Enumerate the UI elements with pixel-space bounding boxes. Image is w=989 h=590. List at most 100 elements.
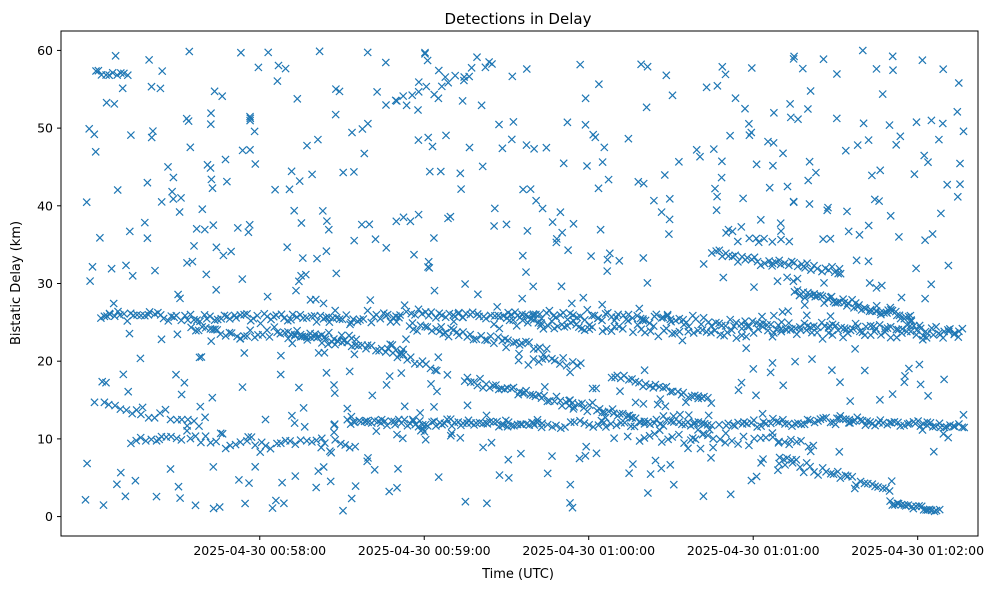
data-point	[206, 109, 216, 118]
data-point	[781, 460, 790, 469]
data-point	[640, 419, 649, 428]
data-point	[518, 251, 527, 260]
data-point	[431, 366, 440, 375]
data-point	[126, 439, 135, 448]
data-point	[177, 316, 186, 325]
data-point	[240, 348, 249, 358]
data-point	[752, 160, 761, 169]
data-point	[330, 389, 339, 398]
data-point	[920, 151, 929, 160]
data-point	[828, 330, 837, 339]
data-point	[665, 215, 674, 224]
data-point	[249, 314, 258, 323]
data-point	[238, 383, 247, 392]
data-point	[585, 420, 594, 429]
data-point	[826, 234, 835, 243]
data-point	[509, 338, 518, 347]
data-point	[430, 286, 439, 295]
data-point	[489, 320, 499, 329]
y-tick-label: 50	[37, 121, 53, 136]
data-point	[925, 505, 934, 514]
data-point	[930, 507, 939, 516]
data-point	[577, 399, 587, 408]
data-point	[785, 440, 794, 449]
data-point	[191, 326, 200, 335]
data-point	[778, 307, 787, 317]
data-point	[315, 47, 324, 56]
data-point	[860, 479, 869, 488]
data-point	[251, 159, 260, 169]
data-point	[749, 416, 758, 425]
data-point	[661, 402, 670, 411]
data-point	[312, 483, 321, 492]
data-point	[915, 321, 924, 330]
data-point	[754, 325, 763, 334]
data-point	[206, 120, 215, 129]
data-point	[826, 418, 835, 427]
data-point	[291, 286, 301, 295]
data-point	[763, 326, 772, 335]
data-point	[398, 434, 407, 443]
data-point	[294, 277, 303, 286]
data-point	[254, 63, 263, 72]
data-point	[351, 442, 360, 451]
data-point	[440, 419, 449, 428]
data-point	[173, 330, 182, 339]
data-point	[823, 206, 832, 215]
data-point	[598, 408, 607, 417]
data-point	[312, 317, 321, 326]
data-point	[521, 337, 530, 346]
data-point	[650, 429, 659, 438]
data-point	[279, 499, 288, 508]
data-point	[432, 366, 441, 375]
data-point	[302, 141, 312, 150]
data-point	[331, 110, 340, 119]
data-point	[183, 421, 192, 430]
data-point	[612, 421, 621, 430]
data-point	[122, 406, 131, 415]
data-point	[116, 68, 125, 78]
data-point	[111, 401, 120, 410]
data-point	[99, 501, 108, 510]
data-point	[414, 305, 423, 314]
data-point	[202, 270, 211, 279]
x-tick-label: 2025-04-30 01:00:00	[522, 543, 655, 558]
data-point	[81, 495, 90, 504]
data-point	[400, 301, 409, 310]
data-point	[598, 158, 607, 167]
data-point	[238, 146, 247, 155]
data-point	[758, 322, 767, 331]
data-point	[623, 432, 632, 441]
data-point	[665, 194, 674, 203]
data-point	[423, 262, 433, 272]
data-point	[278, 478, 287, 487]
data-point	[939, 429, 948, 438]
data-point	[785, 237, 794, 246]
data-point	[397, 369, 406, 378]
data-point	[421, 322, 430, 331]
data-point	[576, 359, 585, 368]
data-point	[530, 420, 539, 430]
data-point	[451, 71, 460, 80]
data-point	[843, 329, 852, 338]
data-point	[294, 383, 303, 392]
data-point	[444, 332, 453, 341]
data-point	[322, 217, 331, 226]
data-point	[446, 431, 455, 440]
data-point	[393, 353, 402, 362]
data-point	[739, 432, 748, 441]
data-point	[835, 447, 844, 456]
data-point	[929, 330, 938, 339]
data-point	[192, 224, 201, 233]
data-point	[603, 267, 612, 276]
data-point	[437, 311, 446, 320]
data-point	[666, 417, 676, 426]
data-point	[626, 422, 635, 431]
data-point	[341, 440, 350, 450]
data-point	[688, 433, 697, 443]
data-point	[353, 317, 362, 326]
data-point	[441, 73, 450, 82]
data-point	[734, 439, 743, 449]
data-point	[242, 309, 252, 318]
data-point	[351, 341, 360, 350]
